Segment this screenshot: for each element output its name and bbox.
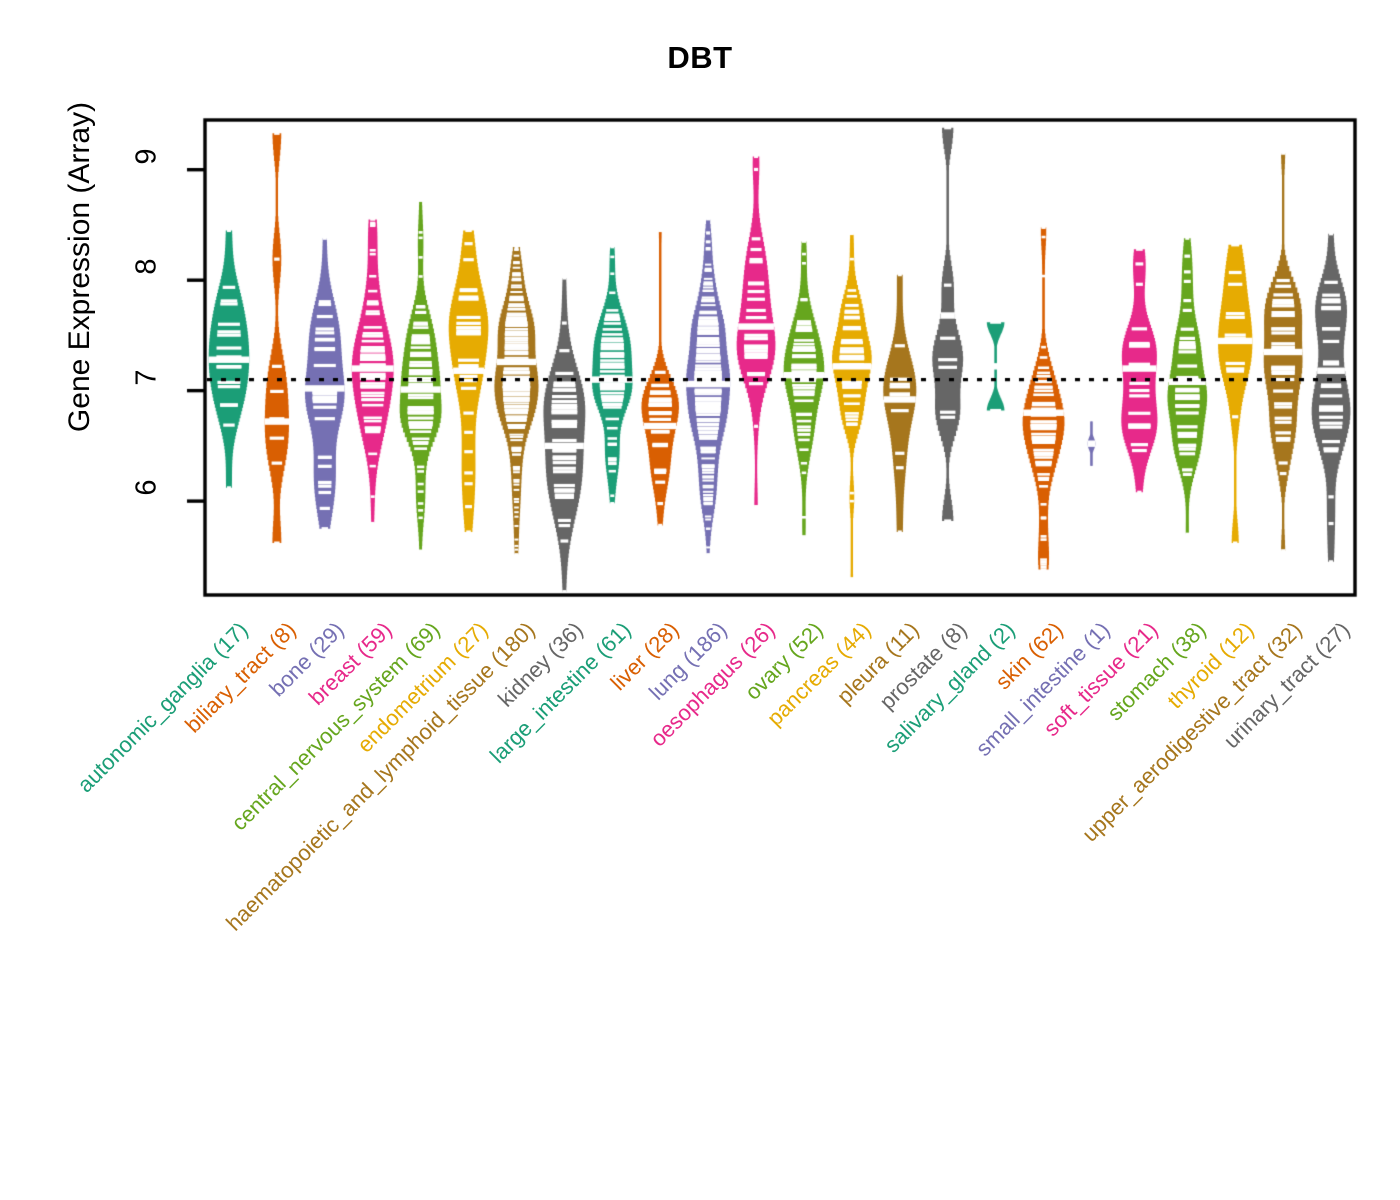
violin-plot-canvas — [0, 0, 1400, 1200]
chart-root: DBT Gene Expression (Array) 6789 autonom… — [0, 0, 1400, 1200]
